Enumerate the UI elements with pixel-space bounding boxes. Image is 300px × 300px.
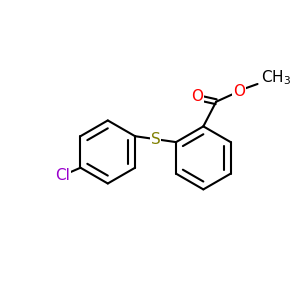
Text: O: O	[233, 84, 245, 99]
Text: CH$_3$: CH$_3$	[262, 69, 292, 87]
Text: O: O	[191, 89, 203, 104]
Text: Cl: Cl	[55, 168, 70, 183]
Text: S: S	[151, 132, 160, 147]
